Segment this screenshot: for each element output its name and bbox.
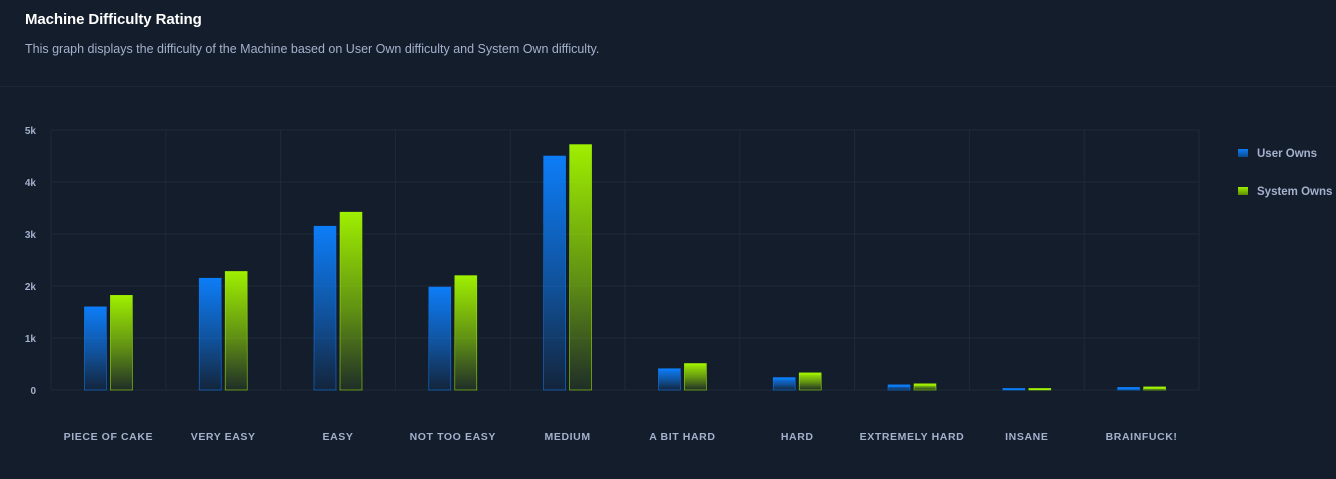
x-tick-label: INSANE bbox=[1005, 431, 1048, 443]
x-tick-label: HARD bbox=[781, 431, 814, 443]
y-tick-label: 5k bbox=[25, 126, 37, 137]
bar-user-owns[interactable] bbox=[198, 277, 222, 391]
legend-label-user-owns: User Owns bbox=[1257, 148, 1318, 160]
y-tick-label: 3k bbox=[25, 230, 37, 241]
bar-cap-user-owns bbox=[658, 368, 681, 371]
bar-system-owns[interactable] bbox=[339, 211, 363, 391]
bar-cap-user-owns bbox=[1117, 387, 1140, 390]
bar-user-owns[interactable] bbox=[543, 155, 566, 391]
bar-cap-system-owns bbox=[799, 372, 822, 375]
bar-cap-user-owns bbox=[428, 287, 451, 290]
bar-cap-system-owns bbox=[684, 363, 707, 366]
bar-cap-system-owns bbox=[569, 144, 592, 147]
x-tick-label: A BIT HARD bbox=[649, 431, 715, 443]
chart-subtitle: This graph displays the difficulty of th… bbox=[25, 42, 600, 56]
x-tick-label: PIECE OF CAKE bbox=[64, 431, 153, 443]
y-tick-label: 2k bbox=[25, 282, 37, 293]
y-tick-label: 4k bbox=[25, 178, 37, 189]
bar-cap-system-owns bbox=[340, 212, 362, 215]
difficulty-bar-chart: 0 1k 2k 3k 4k 5k PIECE OF CAKE VERY EASY EASY NO… bbox=[25, 126, 1200, 443]
bar-user-owns[interactable] bbox=[428, 286, 452, 391]
y-axis-ticks: 0 1k 2k 3k 4k 5k bbox=[25, 126, 37, 397]
x-tick-label: NOT TOO EASY bbox=[410, 431, 496, 443]
y-tick-label: 0 bbox=[30, 386, 36, 397]
y-tick-label: 1k bbox=[25, 334, 37, 345]
bar-cap-user-owns bbox=[199, 278, 222, 281]
bar-cap-system-owns bbox=[110, 295, 133, 298]
bar-cap-system-owns bbox=[1028, 388, 1051, 390]
legend-label-system-owns: System Owns bbox=[1257, 186, 1333, 198]
x-axis-labels: PIECE OF CAKE VERY EASY EASY NOT TOO EASY ME… bbox=[64, 431, 1178, 443]
bar-system-owns[interactable] bbox=[684, 363, 707, 391]
bar-system-owns[interactable] bbox=[224, 271, 248, 391]
bar-system-owns[interactable] bbox=[569, 144, 592, 391]
bar-cap-user-owns bbox=[1002, 388, 1025, 390]
x-tick-label: VERY EASY bbox=[191, 431, 256, 443]
bar-cap-user-owns bbox=[314, 226, 336, 229]
bar-cap-system-owns bbox=[1143, 386, 1166, 389]
legend-swatch-user-owns bbox=[1238, 149, 1248, 157]
bar-system-owns[interactable] bbox=[454, 275, 478, 391]
bar-cap-system-owns bbox=[454, 275, 477, 278]
x-tick-label: MEDIUM bbox=[545, 431, 591, 443]
x-tick-label: BRAINFUCK! bbox=[1106, 431, 1178, 443]
bar-user-owns[interactable] bbox=[84, 306, 107, 391]
bar-cap-user-owns bbox=[888, 384, 910, 387]
x-tick-label: EXTREMELY HARD bbox=[860, 431, 965, 443]
bar-cap-system-owns bbox=[225, 271, 248, 274]
bar-system-owns[interactable] bbox=[110, 295, 133, 391]
bar-cap-system-owns bbox=[914, 383, 936, 386]
bar-user-owns[interactable] bbox=[658, 368, 681, 391]
bar-cap-user-owns bbox=[84, 306, 107, 309]
bars bbox=[84, 144, 1166, 391]
legend-swatch-system-owns bbox=[1238, 187, 1248, 195]
card-header: Machine Difficulty Rating This graph dis… bbox=[0, 0, 1336, 87]
bar-cap-user-owns bbox=[543, 156, 566, 158]
bar-system-owns[interactable] bbox=[798, 372, 822, 391]
grid-lines bbox=[50, 129, 1200, 391]
bar-cap-user-owns bbox=[773, 377, 796, 380]
bar-user-owns[interactable] bbox=[313, 225, 337, 391]
chart-title: Machine Difficulty Rating bbox=[25, 11, 202, 28]
x-tick-label: EASY bbox=[323, 431, 354, 443]
